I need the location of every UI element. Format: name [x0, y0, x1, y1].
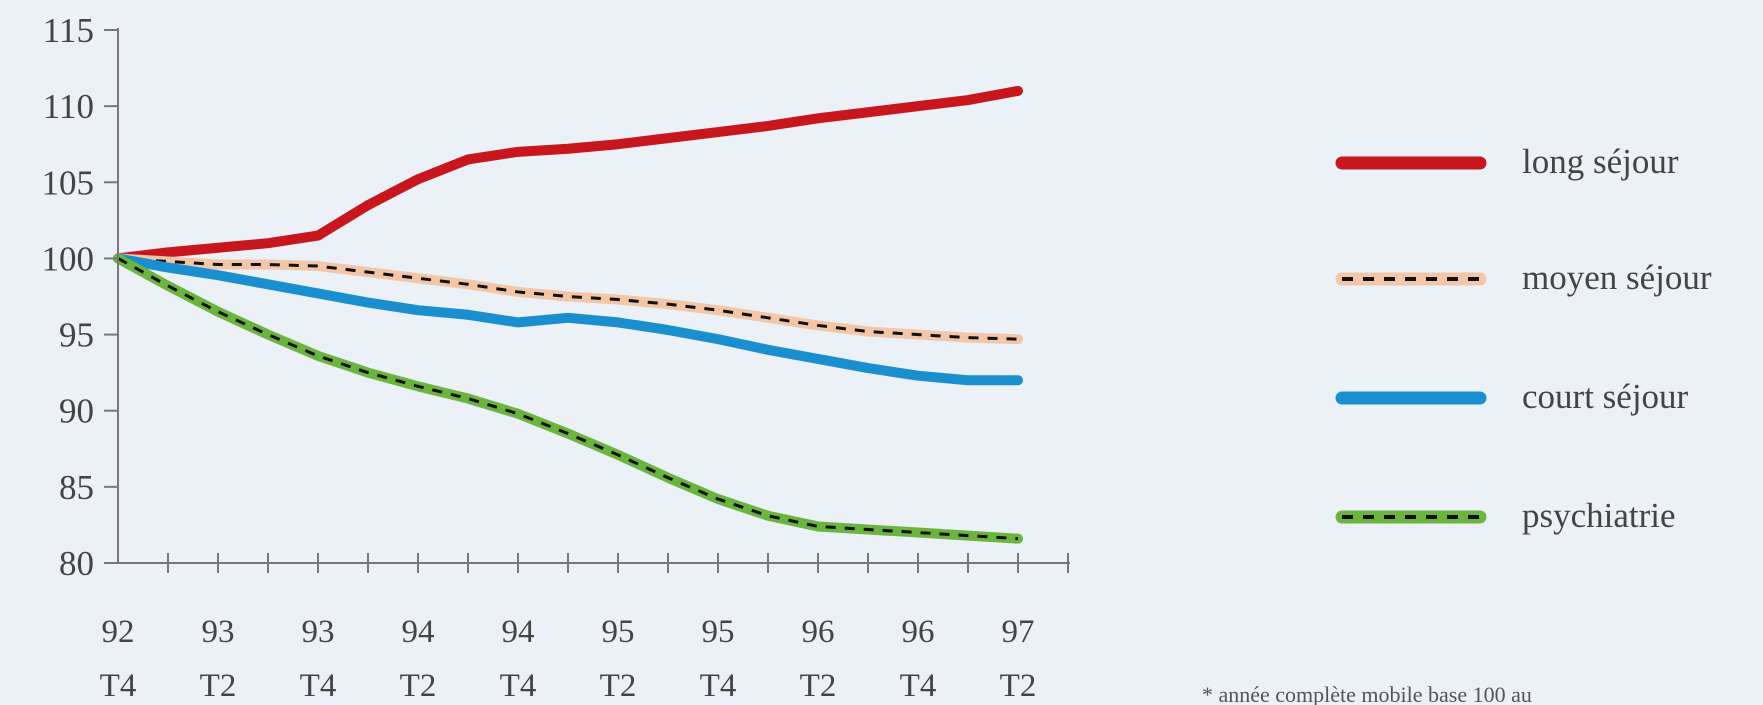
series-line-court-s-jour — [113, 253, 1023, 386]
y-tick-label: 110 — [43, 87, 94, 126]
x-tick-label-year: 93 — [302, 614, 335, 650]
x-tick-label-quarter: T4 — [700, 668, 737, 704]
y-tick-label: 95 — [59, 316, 94, 355]
y-tick-label: 90 — [59, 392, 94, 431]
legend-item-psychiatrie: psychiatrie — [1335, 496, 1676, 535]
x-tick-label-year: 97 — [1002, 614, 1035, 650]
y-tick-label: 85 — [59, 468, 94, 507]
x-tick-label-year: 94 — [402, 614, 435, 650]
axes: 80 85 90 95 100 105 110 115 92 T4 93 T2 93 T4 94 T2 94 T4… — [42, 11, 1070, 704]
legend-label: psychiatrie — [1522, 496, 1676, 535]
x-tick-label-year: 96 — [902, 614, 935, 650]
x-tick-label-quarter: T4 — [900, 668, 937, 704]
plot-lines — [113, 85, 1023, 544]
footnote: * année complète mobile base 100 au — [1202, 682, 1532, 705]
x-tick-label-quarter: T4 — [100, 668, 137, 704]
x-tick-label-quarter: T2 — [600, 668, 637, 704]
x-tick-label-year: 94 — [502, 614, 535, 650]
x-tick-label-quarter: T2 — [400, 668, 437, 704]
series-dash-psychiatrie — [117, 257, 1019, 541]
series-line-moyen-s-jour — [113, 253, 1023, 345]
legend-item-long-s-jour: long séjour — [1335, 142, 1679, 181]
x-tick-label-quarter: T2 — [800, 668, 837, 704]
series-line-long-s-jour — [113, 85, 1023, 264]
y-tick-label: 115 — [43, 11, 94, 50]
x-tick-label-year: 96 — [802, 614, 835, 650]
x-tick-label-quarter: T4 — [300, 668, 337, 704]
y-tick-label: 105 — [42, 163, 95, 202]
y-tick-label: 100 — [42, 239, 95, 278]
legend-item-court-s-jour: court séjour — [1335, 377, 1689, 416]
legend-label: court séjour — [1522, 377, 1689, 416]
x-tick-label-quarter: T2 — [200, 668, 237, 704]
x-tick-label-year: 95 — [702, 614, 735, 650]
x-tick-label-year: 95 — [602, 614, 635, 650]
legend: long séjour moyen séjour court séjour psych… — [1335, 142, 1712, 535]
legend-item-moyen-s-jour: moyen séjour — [1335, 258, 1712, 297]
x-tick-label-quarter: T4 — [500, 668, 537, 704]
legend-label: long séjour — [1522, 142, 1679, 181]
x-tick-label-quarter: T2 — [1000, 668, 1037, 704]
x-tick-label-year: 93 — [202, 614, 235, 650]
legend-label: moyen séjour — [1522, 258, 1712, 297]
x-tick-label-year: 92 — [102, 614, 135, 650]
y-tick-label: 80 — [59, 544, 94, 583]
